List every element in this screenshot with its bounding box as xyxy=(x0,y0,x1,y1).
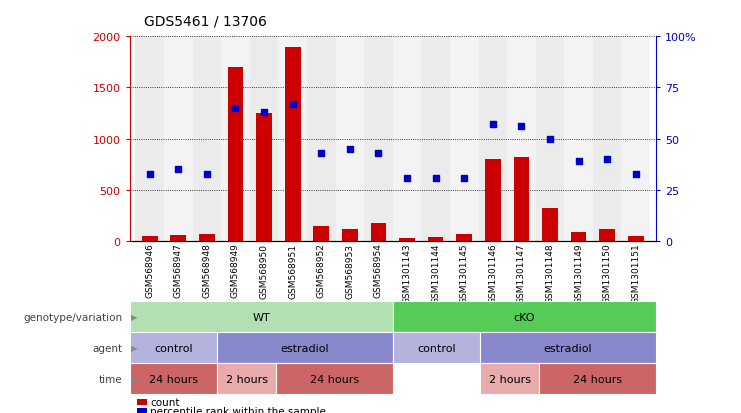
Text: time: time xyxy=(99,374,122,384)
Text: count: count xyxy=(150,397,180,407)
Point xyxy=(401,175,413,182)
Bar xyxy=(593,37,622,242)
Bar xyxy=(307,37,336,242)
Text: ▶: ▶ xyxy=(131,375,138,383)
Bar xyxy=(227,68,243,242)
Bar xyxy=(485,160,501,242)
Bar xyxy=(428,237,443,242)
Point xyxy=(173,167,185,173)
Bar xyxy=(542,209,558,242)
Text: control: control xyxy=(417,343,456,353)
Bar xyxy=(422,37,450,242)
Text: control: control xyxy=(154,343,193,353)
Text: 2 hours: 2 hours xyxy=(488,374,531,384)
Bar xyxy=(256,114,272,242)
Bar xyxy=(279,37,307,242)
Bar xyxy=(221,37,250,242)
Bar xyxy=(622,37,650,242)
Text: agent: agent xyxy=(92,343,122,353)
Bar xyxy=(599,229,615,242)
Bar xyxy=(142,237,158,242)
Bar xyxy=(399,239,415,242)
Bar xyxy=(285,47,301,242)
Text: percentile rank within the sample: percentile rank within the sample xyxy=(150,406,326,413)
Point xyxy=(144,171,156,178)
Point xyxy=(601,157,613,163)
Bar xyxy=(336,37,364,242)
Bar xyxy=(507,37,536,242)
Bar xyxy=(313,226,329,242)
Point xyxy=(458,175,470,182)
Point xyxy=(287,101,299,108)
Point xyxy=(430,175,442,182)
Bar xyxy=(456,235,472,242)
Point xyxy=(373,150,385,157)
Point xyxy=(544,136,556,143)
Bar xyxy=(450,37,479,242)
Point xyxy=(258,109,270,116)
Bar xyxy=(364,37,393,242)
Bar xyxy=(536,37,565,242)
Point xyxy=(573,159,585,165)
Text: genotype/variation: genotype/variation xyxy=(23,312,122,322)
Bar xyxy=(370,223,386,242)
Bar xyxy=(193,37,221,242)
Point xyxy=(230,105,242,112)
Bar xyxy=(479,37,507,242)
Text: 24 hours: 24 hours xyxy=(149,374,198,384)
Bar xyxy=(514,158,529,242)
Point xyxy=(344,146,356,153)
Text: ▶: ▶ xyxy=(131,344,138,352)
Bar xyxy=(199,235,215,242)
Point xyxy=(316,150,328,157)
Bar xyxy=(628,237,644,242)
Text: GDS5461 / 13706: GDS5461 / 13706 xyxy=(144,14,268,28)
Bar xyxy=(170,235,186,242)
Text: 24 hours: 24 hours xyxy=(573,374,622,384)
Text: 2 hours: 2 hours xyxy=(225,374,268,384)
Bar xyxy=(571,233,586,242)
Point xyxy=(516,124,528,131)
Bar xyxy=(250,37,279,242)
Bar xyxy=(393,37,422,242)
Bar xyxy=(136,37,164,242)
Point xyxy=(201,171,213,178)
Text: estradiol: estradiol xyxy=(281,343,329,353)
Text: cKO: cKO xyxy=(514,312,535,322)
Bar xyxy=(565,37,593,242)
Text: WT: WT xyxy=(253,312,270,322)
Text: 24 hours: 24 hours xyxy=(310,374,359,384)
Bar xyxy=(164,37,193,242)
Point xyxy=(487,122,499,128)
Text: ▶: ▶ xyxy=(131,313,138,321)
Bar xyxy=(342,229,358,242)
Text: estradiol: estradiol xyxy=(544,343,592,353)
Point xyxy=(630,171,642,178)
